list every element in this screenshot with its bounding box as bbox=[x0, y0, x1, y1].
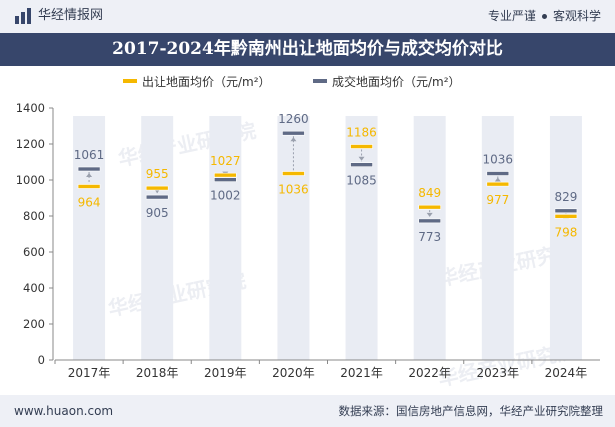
category-column bbox=[73, 116, 106, 360]
y-tick-label: 1400 bbox=[16, 101, 45, 115]
slogan: 专业严谨 客观科学 bbox=[488, 7, 601, 25]
listing-data-label: 955 bbox=[146, 167, 169, 181]
category-column bbox=[345, 116, 378, 360]
deal-marker bbox=[145, 194, 169, 200]
connector-arrow bbox=[426, 212, 433, 217]
title-bar: 2017-2024年黔南州出让地面均价与成交均价对比 bbox=[0, 33, 615, 66]
deal-marker bbox=[282, 130, 305, 136]
slogan-left: 专业严谨 bbox=[487, 9, 536, 23]
footer-source: 数据来源：国信房地产信息网，华经产业研究院整理 bbox=[338, 404, 604, 418]
footer-url: www.huaon.com bbox=[14, 404, 114, 418]
deal-data-label: 905 bbox=[146, 206, 169, 220]
legend-listing-swatch bbox=[123, 79, 137, 83]
category-column bbox=[413, 116, 446, 360]
category-column bbox=[549, 116, 582, 360]
listing-data-label: 977 bbox=[486, 193, 509, 207]
y-tick-label: 400 bbox=[23, 281, 45, 295]
category-column bbox=[209, 116, 242, 360]
brand: 华经情报网 bbox=[14, 7, 103, 25]
y-tick-label: 1200 bbox=[16, 137, 45, 151]
listing-marker bbox=[214, 172, 237, 178]
x-tick-label: 2019年 bbox=[204, 366, 247, 380]
deal-marker bbox=[418, 218, 441, 224]
brand-logo-icon bbox=[15, 8, 31, 24]
deal-data-label: 1061 bbox=[74, 148, 105, 162]
chart-title: 2017-2024年黔南州出让地面均价与成交均价对比 bbox=[112, 39, 503, 59]
legend-deal-label: 成交地面均价（元/m²） bbox=[332, 74, 461, 89]
deal-data-label: 829 bbox=[554, 190, 577, 204]
category-column bbox=[141, 116, 174, 360]
listing-data-label: 1036 bbox=[278, 183, 309, 197]
deal-data-label: 1002 bbox=[210, 189, 241, 203]
listing-data-label: 1027 bbox=[210, 154, 241, 168]
x-tick-label: 2023年 bbox=[477, 366, 520, 380]
legend-listing-label: 出让地面均价（元/m²） bbox=[142, 75, 271, 89]
listing-data-label: 964 bbox=[78, 195, 101, 209]
connector-arrow bbox=[86, 173, 93, 178]
deal-marker bbox=[486, 171, 510, 176]
y-tick-label: 1000 bbox=[16, 173, 45, 187]
footer-bar: www.huaon.com 数据来源：国信房地产信息网，华经产业研究院整理 bbox=[0, 395, 615, 427]
y-tick-label: 0 bbox=[38, 353, 45, 367]
y-tick-label: 800 bbox=[23, 209, 45, 223]
connector-arrow bbox=[290, 137, 297, 142]
legend-deal-swatch bbox=[313, 79, 327, 83]
y-tick-label: 200 bbox=[23, 317, 45, 331]
x-tick-label: 2021年 bbox=[340, 366, 383, 380]
x-tick-label: 2024年 bbox=[545, 366, 588, 380]
deal-data-label: 1085 bbox=[346, 174, 377, 188]
listing-marker bbox=[145, 185, 169, 191]
connector-arrow bbox=[358, 156, 365, 161]
deal-data-label: 773 bbox=[418, 230, 441, 244]
deal-data-label: 1260 bbox=[278, 112, 309, 126]
listing-marker bbox=[418, 204, 441, 210]
deal-marker bbox=[77, 166, 101, 172]
chart-area: 华经产业研究院华经产业研究院华经产业研究院华经产业研究院出让地面均价（元/m²）… bbox=[16, 74, 600, 391]
x-tick-label: 2017年 bbox=[68, 366, 111, 380]
x-tick-label: 2020年 bbox=[272, 366, 315, 380]
listing-marker bbox=[486, 181, 510, 187]
deal-marker bbox=[350, 162, 373, 167]
slogan-dot-icon bbox=[541, 13, 547, 19]
listing-marker bbox=[77, 184, 101, 189]
listing-data-label: 798 bbox=[554, 225, 577, 239]
category-column bbox=[481, 116, 514, 360]
y-tick-label: 600 bbox=[23, 245, 45, 259]
listing-marker bbox=[554, 214, 578, 219]
deal-marker bbox=[214, 177, 237, 182]
listing-marker bbox=[350, 144, 373, 149]
x-tick-label: 2022年 bbox=[408, 366, 451, 380]
deal-data-label: 1036 bbox=[483, 153, 514, 167]
listing-marker bbox=[282, 171, 305, 176]
deal-marker bbox=[554, 208, 578, 214]
top-bar: 华经情报网 专业严谨 客观科学 bbox=[0, 0, 615, 33]
brand-name: 华经情报网 bbox=[38, 8, 104, 23]
x-tick-label: 2018年 bbox=[136, 366, 179, 380]
slogan-right: 客观科学 bbox=[552, 9, 601, 23]
listing-data-label: 1186 bbox=[346, 126, 377, 140]
listing-data-label: 849 bbox=[418, 186, 441, 200]
connector-arrow bbox=[494, 177, 501, 182]
